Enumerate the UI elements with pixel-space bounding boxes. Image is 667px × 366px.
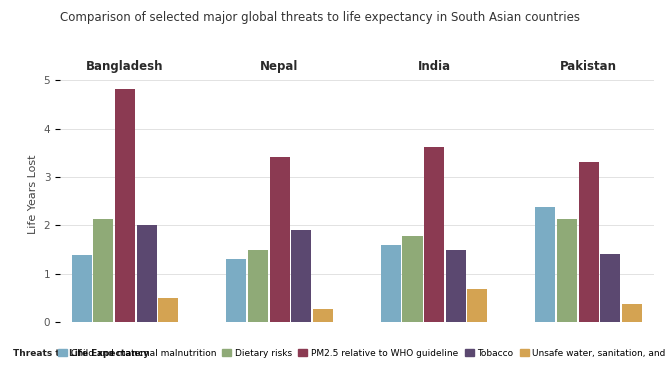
Text: Threats to Life Expectancy: Threats to Life Expectancy xyxy=(13,350,149,358)
Bar xyxy=(557,219,577,322)
Bar xyxy=(579,162,599,322)
Y-axis label: Life Years Lost: Life Years Lost xyxy=(28,154,38,234)
Text: India: India xyxy=(418,60,451,73)
Bar xyxy=(226,259,246,322)
Bar xyxy=(381,245,401,322)
Text: Pakistan: Pakistan xyxy=(560,60,617,73)
Bar xyxy=(536,207,556,322)
Bar xyxy=(313,309,333,322)
Text: Comparison of selected major global threats to life expectancy in South Asian co: Comparison of selected major global thre… xyxy=(60,11,580,25)
Bar xyxy=(424,147,444,322)
Bar xyxy=(468,289,488,322)
Legend: Child and maternal malnutrition, Dietary risks, PM2.5 relative to WHO guideline,: Child and maternal malnutrition, Dietary… xyxy=(58,349,667,358)
Bar xyxy=(622,304,642,322)
Bar xyxy=(71,255,92,322)
Text: Nepal: Nepal xyxy=(260,60,299,73)
Bar xyxy=(93,219,113,322)
Bar xyxy=(291,230,311,322)
Bar xyxy=(446,250,466,322)
Bar xyxy=(600,254,620,322)
Bar xyxy=(269,157,289,322)
Text: Bangladesh: Bangladesh xyxy=(86,60,163,73)
Bar xyxy=(137,225,157,322)
Bar xyxy=(158,298,178,322)
Bar xyxy=(402,236,423,322)
Bar xyxy=(248,250,268,322)
Bar xyxy=(115,89,135,322)
